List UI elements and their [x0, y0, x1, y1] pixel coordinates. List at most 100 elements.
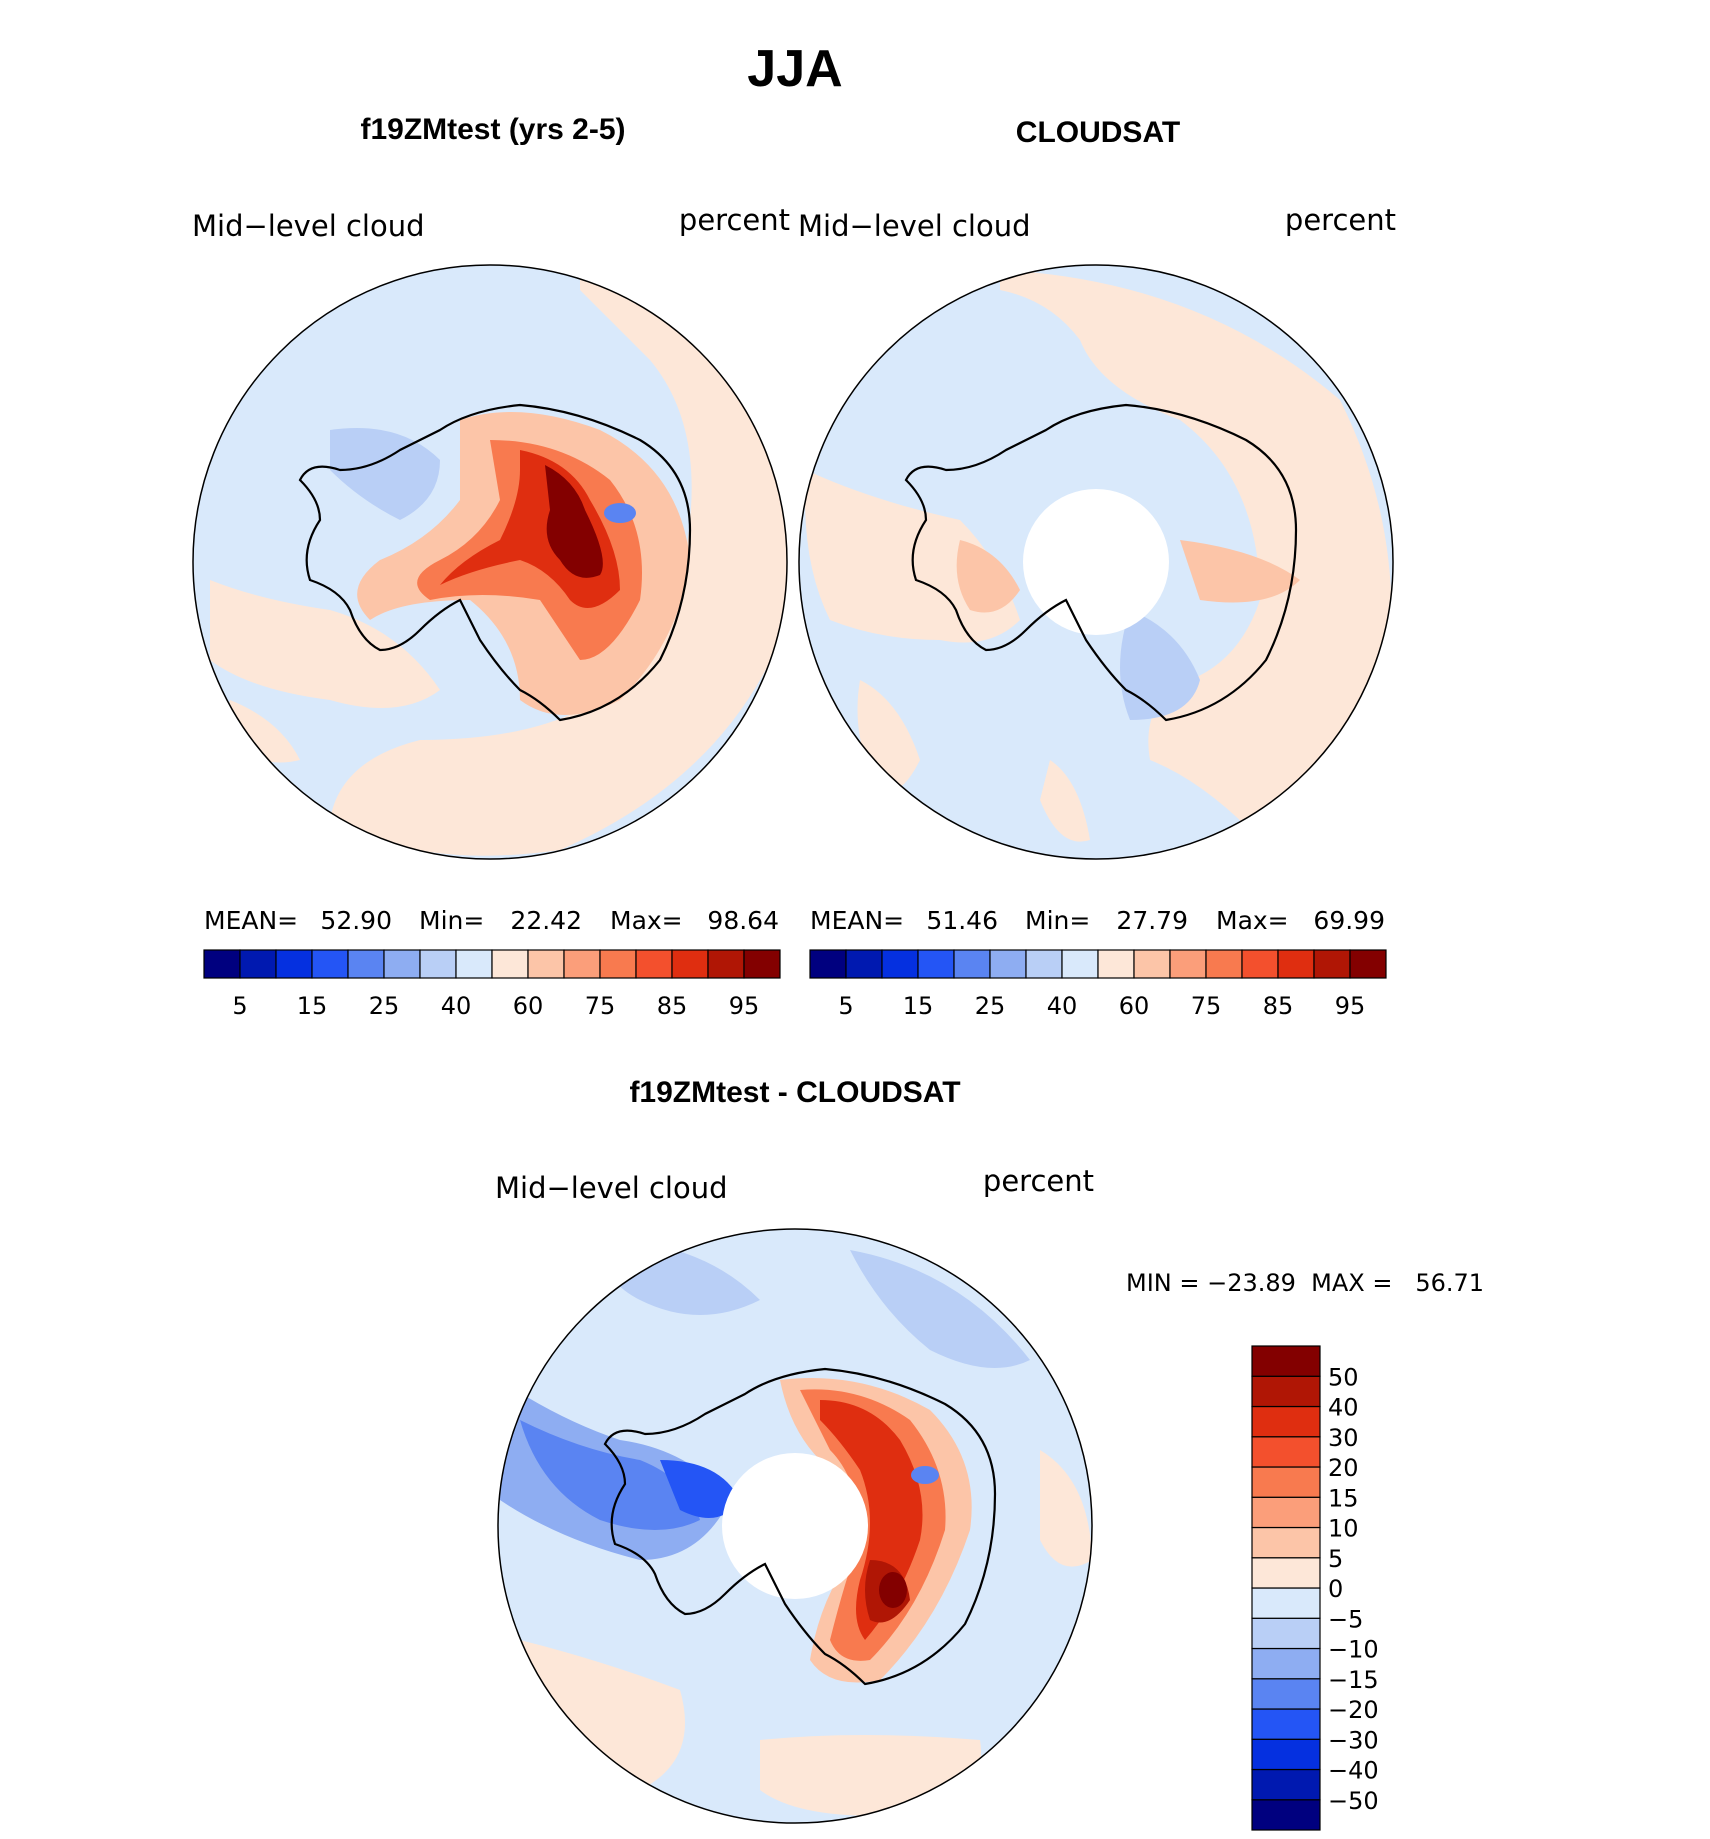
colorbar-obs-swatch	[1349, 949, 1387, 979]
colorbar-obs-swatch	[1205, 949, 1243, 979]
stat-min-value: 22.42	[510, 906, 582, 935]
panel-model: f19ZMtest (yrs 2-5) Mid−level cloud perc…	[192, 113, 790, 1020]
colorbar-obs-tick-label: 40	[1047, 992, 1078, 1020]
panel-model-map	[193, 265, 787, 859]
colorbar-model-swatch	[419, 949, 457, 979]
colorbar-diff-swatch	[1251, 1768, 1321, 1801]
stat-min-label: Min=	[1025, 906, 1090, 935]
panel-model-stats: MEAN= 52.90 Min= 22.42 Max= 98.64	[204, 906, 779, 935]
colorbar-model-swatch	[203, 949, 241, 979]
stat-max-label: Max=	[1216, 906, 1289, 935]
colorbar-diff-swatch	[1251, 1557, 1321, 1589]
colorbar-diff-swatch	[1251, 1647, 1321, 1680]
colorbar-model-swatch	[311, 949, 349, 979]
panel-obs: CLOUDSAT Mid−level cloud percent MEAN= 5…	[798, 116, 1396, 1020]
colorbar-obs-swatch	[1241, 949, 1279, 979]
colorbar-diff-tick-label: 10	[1328, 1515, 1359, 1543]
colorbar-diff-swatch	[1251, 1526, 1321, 1559]
colorbar-obs-swatch	[953, 949, 991, 979]
colorbar-model-swatch	[599, 949, 637, 979]
colorbar-diff-tick-label: −30	[1328, 1726, 1379, 1754]
stat-min-label: Min=	[419, 906, 484, 935]
colorbar-diff-tick-label: −50	[1328, 1787, 1379, 1815]
colorbar-obs-swatch	[1313, 949, 1351, 979]
panel-obs-map-border	[798, 264, 1394, 860]
colorbar-diff-tick-label: 30	[1328, 1424, 1359, 1452]
colorbar-model-swatch	[275, 949, 313, 979]
colorbar-obs-tick-label: 25	[975, 992, 1006, 1020]
colorbar-diff-tick-label: 50	[1328, 1363, 1359, 1391]
panel-diff-minmax: MIN = −23.89 MAX = 56.71	[1126, 1269, 1484, 1297]
colorbar-diff-tick-label: 5	[1328, 1545, 1343, 1573]
colorbar-diff-swatch	[1251, 1436, 1321, 1468]
stat-mean-value: 52.90	[320, 906, 392, 935]
colorbar-model-swatch	[347, 949, 385, 979]
panel-obs-variable-label: Mid−level cloud	[798, 209, 1031, 243]
colorbar-obs-swatch	[1133, 949, 1171, 979]
colorbar-diff-tick-label: −10	[1328, 1636, 1379, 1664]
colorbar-diff-tick-label: 40	[1328, 1394, 1359, 1422]
stat-mean-label: MEAN=	[810, 906, 904, 935]
colorbar-obs-swatch	[881, 949, 919, 979]
colorbar-obs: 5 15 25 40 60 75 85 95	[809, 949, 1387, 1020]
colorbar-obs-swatch	[1097, 949, 1135, 979]
panel-model-map-border	[192, 264, 788, 860]
colorbar-diff-tick-label: 0	[1328, 1575, 1343, 1603]
colorbar-obs-swatch	[845, 949, 883, 979]
colorbar-obs-swatch	[1061, 949, 1099, 979]
stat-max-value: 98.64	[707, 906, 779, 935]
colorbar-model-tick-label: 40	[441, 992, 472, 1020]
colorbar-obs-swatch	[989, 949, 1027, 979]
colorbar-model-swatch	[239, 949, 277, 979]
stat-mean-value: 51.46	[926, 906, 998, 935]
colorbar-obs-swatch	[917, 949, 955, 979]
panel-diff-heading: f19ZMtest - CLOUDSAT	[629, 1076, 960, 1109]
colorbar-diff-tick-label: −40	[1328, 1757, 1379, 1785]
panel-obs-map	[799, 265, 1393, 859]
colorbar-diff-swatch	[1251, 1345, 1321, 1377]
colorbar-diff-tick-label: 15	[1328, 1484, 1359, 1512]
colorbar-diff-tick-label: 20	[1328, 1454, 1359, 1482]
colorbar-model-tick-label: 15	[297, 992, 328, 1020]
panel-model-variable-label: Mid−level cloud	[192, 209, 425, 243]
panel-diff-units-label: percent	[983, 1164, 1094, 1198]
panel-diff-map	[498, 1229, 1092, 1823]
colorbar-diff-swatch	[1251, 1466, 1321, 1498]
colorbar-model-tick-label: 60	[513, 992, 544, 1020]
colorbar-model-swatch	[635, 949, 673, 979]
stat-max-label: Max=	[610, 906, 683, 935]
colorbar-diff-swatch	[1251, 1678, 1321, 1710]
colorbar-obs-tick-label: 95	[1335, 992, 1366, 1020]
colorbar-diff-tick-label: −20	[1328, 1696, 1379, 1724]
colorbar-model-tick-label: 5	[232, 992, 247, 1020]
figure-title: JJA	[747, 40, 842, 98]
panel-model-heading: f19ZMtest (yrs 2-5)	[360, 113, 625, 146]
panel-diff-variable-label: Mid−level cloud	[495, 1171, 728, 1205]
stat-mean-label: MEAN=	[204, 906, 298, 935]
colorbar-model-swatch	[707, 949, 745, 979]
colorbar-model-tick-label: 95	[729, 992, 760, 1020]
panel-diff-map-border	[497, 1228, 1093, 1824]
colorbar-model-swatch	[563, 949, 601, 979]
colorbar-model-swatch	[455, 949, 493, 979]
colorbar-model-tick-label: 75	[585, 992, 616, 1020]
panel-obs-heading: CLOUDSAT	[1016, 116, 1180, 149]
colorbar-diff-swatch	[1251, 1375, 1321, 1408]
colorbar-obs-swatch	[809, 949, 847, 979]
panel-obs-units-label: percent	[1285, 203, 1396, 237]
colorbar-diff-tick-label: −5	[1328, 1605, 1363, 1633]
panel-model-units-label: percent	[679, 203, 790, 237]
colorbar-obs-tick-label: 75	[1191, 992, 1222, 1020]
colorbar-diff-swatch	[1251, 1799, 1321, 1831]
colorbar-obs-tick-label: 15	[903, 992, 934, 1020]
colorbar-obs-tick-label: 5	[838, 992, 853, 1020]
colorbar-obs-swatch	[1025, 949, 1063, 979]
colorbar-obs-tick-label: 85	[1263, 992, 1294, 1020]
colorbar-diff-swatch	[1251, 1587, 1321, 1619]
colorbar-obs-tick-label: 60	[1119, 992, 1150, 1020]
colorbar-model: 5 15 25 40 60 75 85 95	[203, 949, 781, 1020]
panel-diff: f19ZMtest - CLOUDSAT Mid−level cloud per…	[495, 1076, 1484, 1831]
colorbar-model-swatch	[527, 949, 565, 979]
